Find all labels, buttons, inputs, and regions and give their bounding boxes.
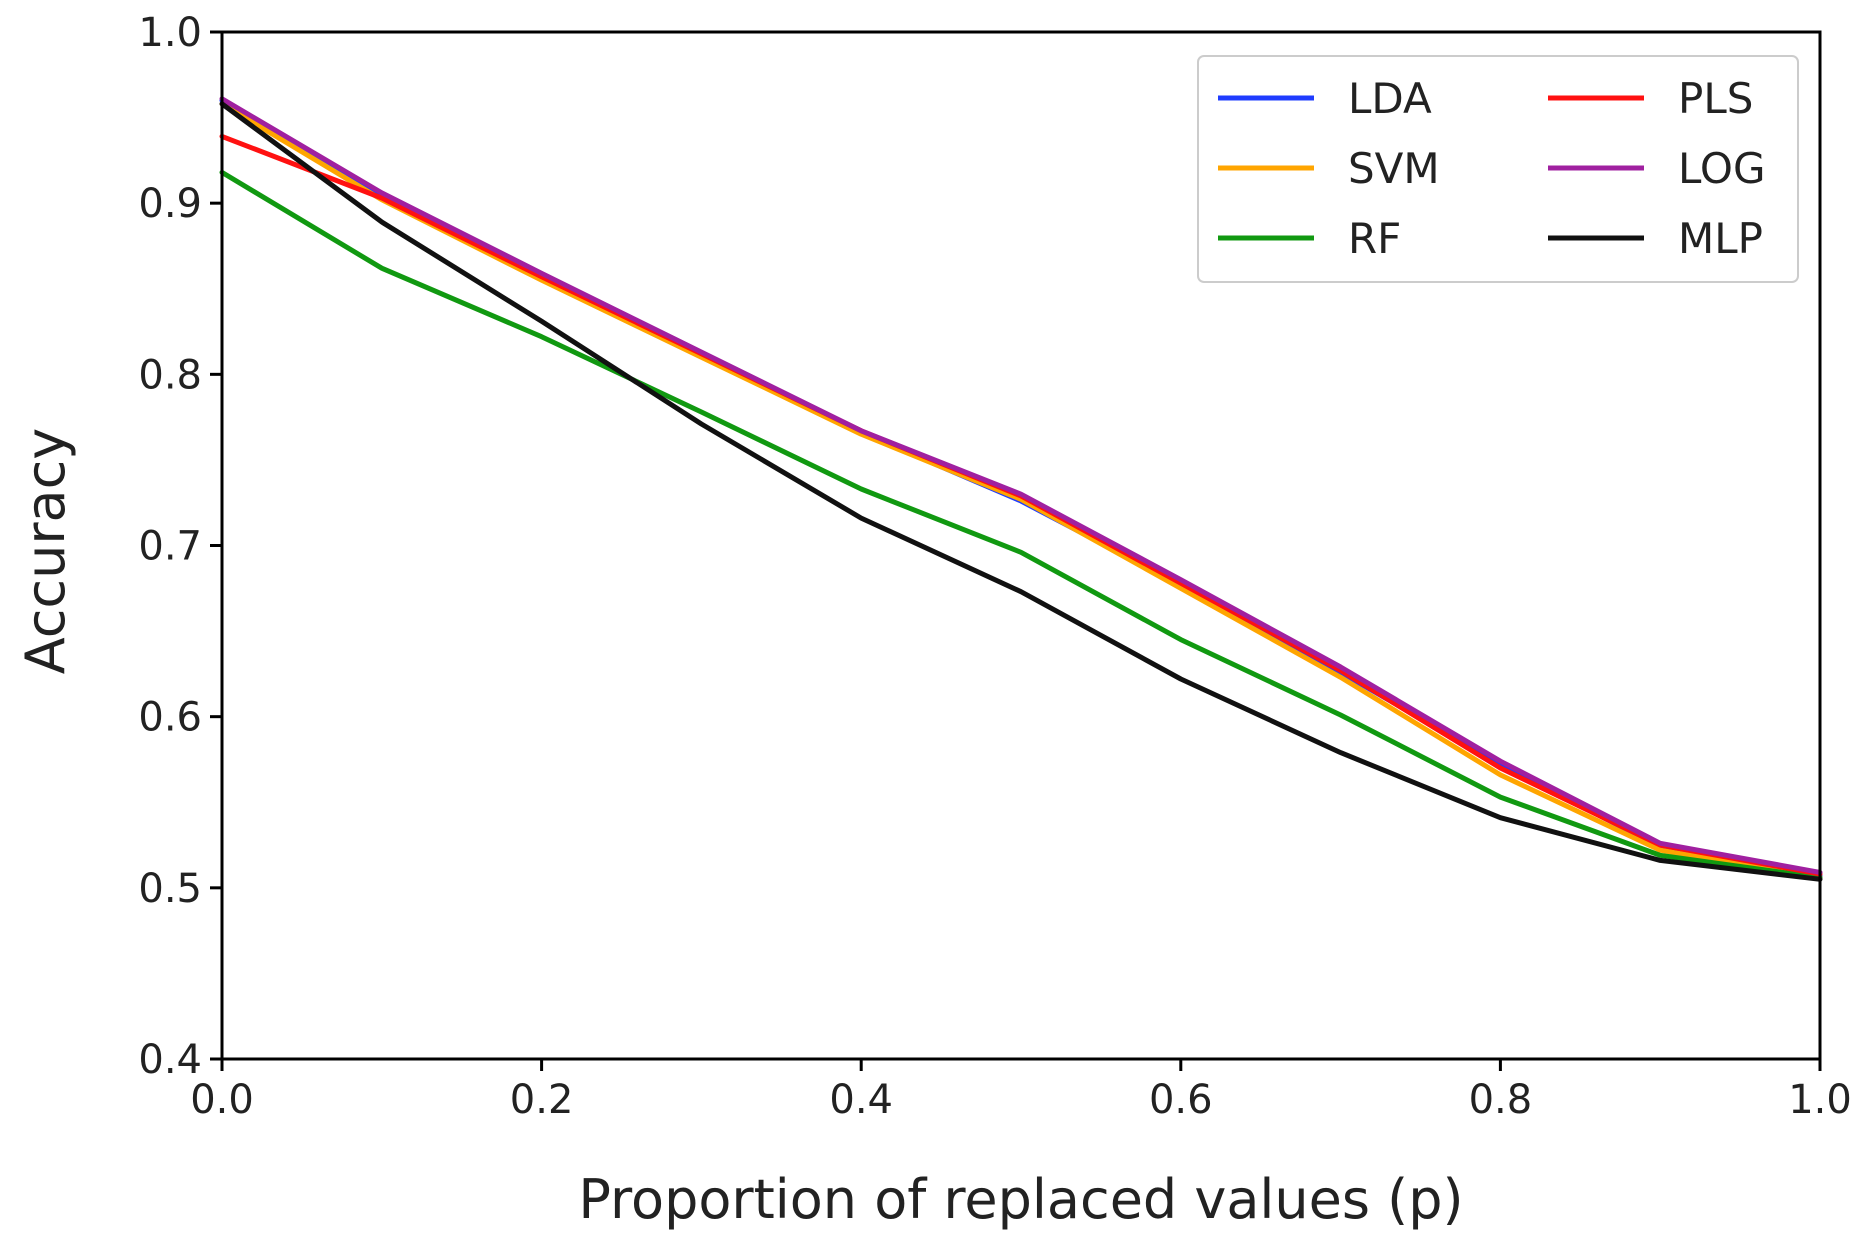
y-axis-title: Accuracy xyxy=(14,428,77,675)
series-line-log xyxy=(219,96,1823,875)
y-tick-label: 0.5 xyxy=(138,866,202,912)
series-line-svm xyxy=(219,101,1823,881)
x-tick-label: 0.4 xyxy=(829,1077,893,1123)
legend: LDA SVM RF PLS LOG MLP xyxy=(1197,55,1799,283)
y-tick-label: 1.0 xyxy=(138,10,202,56)
legend-label-pls: PLS xyxy=(1678,74,1753,123)
x-tick-label: 0.8 xyxy=(1469,1077,1533,1123)
x-tick-label: 0.2 xyxy=(510,1077,574,1123)
series-line-rf xyxy=(219,169,1823,881)
ticks-layer: 0.0 0.2 0.4 0.6 0.8 1.0 0.4 0.5 0.6 0.7 0.8 0.9 1.0 xyxy=(138,10,1851,1123)
series-line-mlp xyxy=(219,101,1823,882)
x-tick-label: 1.0 xyxy=(1788,1077,1852,1123)
x-tick-label: 0.0 xyxy=(190,1077,254,1123)
legend-label-log: LOG xyxy=(1678,144,1766,193)
legend-label-lda: LDA xyxy=(1348,74,1432,123)
legend-label-mlp: MLP xyxy=(1678,214,1763,263)
legend-label-rf: RF xyxy=(1348,214,1401,263)
y-tick-label: 0.8 xyxy=(138,352,202,398)
y-tick-label: 0.6 xyxy=(138,695,202,741)
x-axis-title: Proportion of replaced values (p) xyxy=(578,1168,1463,1231)
legend-box xyxy=(1197,55,1799,283)
y-tick-label: 0.9 xyxy=(138,181,202,227)
legend-label-svm: SVM xyxy=(1348,144,1440,193)
series-layer xyxy=(219,96,1823,882)
y-tick-label: 0.7 xyxy=(138,524,202,570)
y-tick-label: 0.4 xyxy=(138,1037,202,1083)
x-tick-label: 0.6 xyxy=(1149,1077,1213,1123)
